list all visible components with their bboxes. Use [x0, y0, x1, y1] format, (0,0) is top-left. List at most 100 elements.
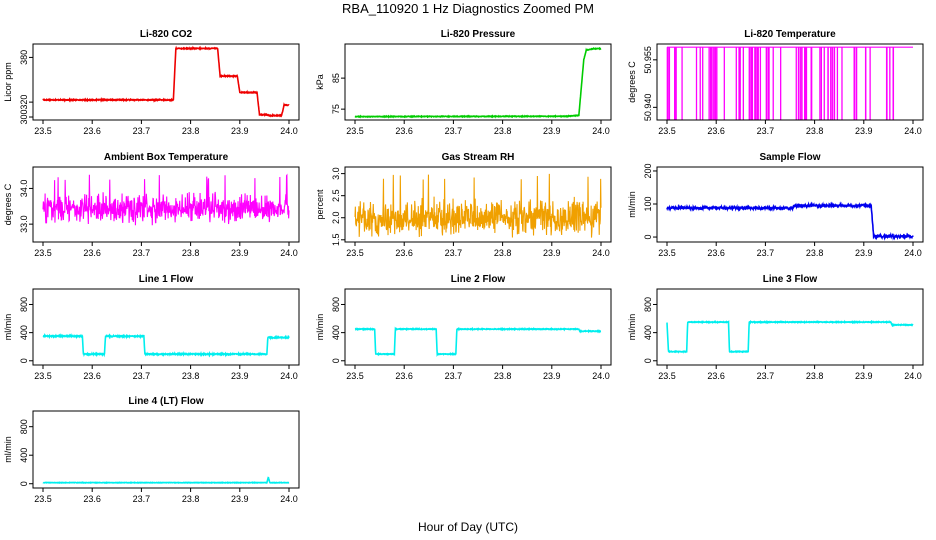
y-tick-label: 300: [19, 110, 29, 125]
series-line-line2: [354, 326, 602, 357]
y-tick-label: 2.0: [331, 211, 341, 224]
y-axis-label-ambient_temp: degrees C: [3, 183, 13, 225]
x-tick-label: 23.8: [806, 371, 824, 381]
series-line2: [354, 326, 602, 357]
x-tick-label: 24.0: [904, 126, 922, 136]
plot-frame-line4: [32, 410, 300, 489]
x-tick-label: 24.0: [280, 371, 298, 381]
x-tick-label: 23.9: [855, 371, 873, 381]
x-tick-label: 23.9: [543, 248, 561, 258]
panel-title-sample_flow: Sample Flow: [759, 152, 820, 163]
y-axis-label-sample_flow: ml/min: [627, 191, 637, 218]
panel-title-co2: Li-820 CO2: [140, 29, 193, 40]
x-tick-label: 23.8: [494, 126, 512, 136]
x-tick-label: 24.0: [904, 371, 922, 381]
x-tick-label: 23.8: [182, 371, 200, 381]
x-tick-label: 23.7: [445, 248, 463, 258]
x-tick-label: 23.8: [494, 248, 512, 258]
series-co2: [42, 45, 290, 118]
x-tick-label: 23.5: [346, 248, 364, 258]
x-tick-label: 23.9: [855, 126, 873, 136]
plot-frame-gas_rh: [344, 166, 612, 243]
plot-frame-licor_temp: [656, 43, 924, 121]
y-tick-label: 0: [331, 358, 341, 363]
series-line1: [42, 332, 290, 358]
x-tick-label: 23.8: [182, 126, 200, 136]
x-tick-label: 23.7: [133, 371, 151, 381]
y-axis-label-licor_temp: degrees C: [627, 61, 637, 103]
plot-frame-ambient_temp: [32, 166, 300, 243]
x-tick-label: 23.5: [658, 248, 676, 258]
y-tick-label: 75: [331, 104, 341, 114]
x-tick-label: 23.5: [346, 126, 364, 136]
x-tick-label: 23.5: [658, 371, 676, 381]
x-tick-label: 24.0: [592, 371, 610, 381]
series-line3: [666, 319, 914, 354]
x-tick-label: 23.7: [445, 371, 463, 381]
panel-title-line2: Line 2 Flow: [451, 274, 506, 285]
panel-pressure: Li-820 Pressure 23.5 23.6 23.7 23.8 23.9 24.0 7…: [315, 29, 612, 136]
panel-title-gas_rh: Gas Stream RH: [442, 152, 515, 163]
panel-title-pressure: Li-820 Pressure: [441, 29, 516, 40]
x-tick-label: 23.5: [34, 248, 52, 258]
figure-title: RBA_110920 1 Hz Diagnostics Zoomed PM: [342, 1, 594, 16]
x-tick-label: 23.5: [34, 126, 52, 136]
x-tick-label: 24.0: [904, 248, 922, 258]
panel-line2: Line 2 Flow 23.5 23.6 23.7 23.8 23.9 24.0 0 400 8…: [315, 274, 612, 381]
x-tick-label: 23.8: [182, 494, 200, 504]
x-axis-label: Hour of Day (UTC): [418, 520, 518, 534]
x-tick-label: 23.9: [231, 248, 249, 258]
y-tick-label: 85: [331, 73, 341, 83]
x-tick-label: 23.7: [133, 248, 151, 258]
y-tick-label: 33.0: [19, 215, 29, 233]
series-line-gas_rh: [354, 173, 602, 238]
x-tick-label: 23.8: [806, 126, 824, 136]
panel-title-line4: Line 4 (LT) Flow: [128, 396, 204, 407]
y-axis-label-line4: ml/min: [3, 436, 13, 463]
series-line-pressure: [354, 46, 602, 119]
panel-co2: Li-820 CO2 23.5 23.6 23.7 23.8 23.9 24.0 300320…: [3, 29, 300, 136]
x-tick-label: 23.6: [707, 126, 725, 136]
x-tick-label: 23.6: [395, 126, 413, 136]
y-tick-label: 0: [643, 235, 653, 240]
series-line-line4: [42, 476, 290, 485]
x-tick-label: 23.9: [543, 371, 561, 381]
panel-title-licor_temp: Li-820 Temperature: [744, 29, 836, 40]
series-line-line1: [42, 332, 290, 358]
x-tick-label: 23.8: [806, 248, 824, 258]
y-tick-label: 0: [19, 481, 29, 486]
x-tick-label: 23.7: [133, 126, 151, 136]
x-tick-label: 23.7: [757, 371, 775, 381]
y-tick-label: 400: [331, 325, 341, 340]
x-tick-label: 24.0: [280, 126, 298, 136]
plot-frame-pressure: [344, 43, 612, 121]
y-tick-label: 0: [643, 358, 653, 363]
x-tick-label: 23.6: [83, 494, 101, 504]
y-tick-label: 400: [643, 325, 653, 340]
x-tick-label: 23.7: [445, 126, 463, 136]
series-line-ambient_temp: [42, 173, 290, 226]
series-sample_flow: [666, 201, 914, 241]
y-tick-label: 800: [19, 419, 29, 434]
x-tick-label: 23.9: [855, 248, 873, 258]
plot-frame-sample_flow: [656, 166, 924, 243]
panel-line4: Line 4 (LT) Flow 23.5 23.6 23.7 23.8 23.9 24.0…: [3, 396, 300, 504]
x-tick-label: 23.6: [83, 371, 101, 381]
x-tick-label: 23.9: [231, 126, 249, 136]
x-tick-label: 24.0: [592, 248, 610, 258]
panel-sample_flow: Sample Flow 23.5 23.6 23.7 23.8 23.9 24.0 0 100 2…: [627, 152, 924, 258]
x-tick-label: 23.5: [346, 371, 364, 381]
x-tick-label: 23.6: [83, 248, 101, 258]
y-axis-label-pressure: kPa: [315, 74, 325, 90]
y-axis-label-line1: ml/min: [3, 314, 13, 341]
x-tick-label: 23.7: [757, 126, 775, 136]
x-tick-label: 24.0: [592, 126, 610, 136]
plot-frame-line3: [656, 288, 924, 366]
y-tick-label: 800: [331, 297, 341, 312]
y-axis-label-line2: ml/min: [315, 314, 325, 341]
panel-licor_temp: Li-820 Temperature 23.5 23.6 23.7 23.8 23.9 24…: [627, 29, 924, 136]
x-tick-label: 23.5: [34, 371, 52, 381]
panel-title-line1: Line 1 Flow: [139, 274, 194, 285]
